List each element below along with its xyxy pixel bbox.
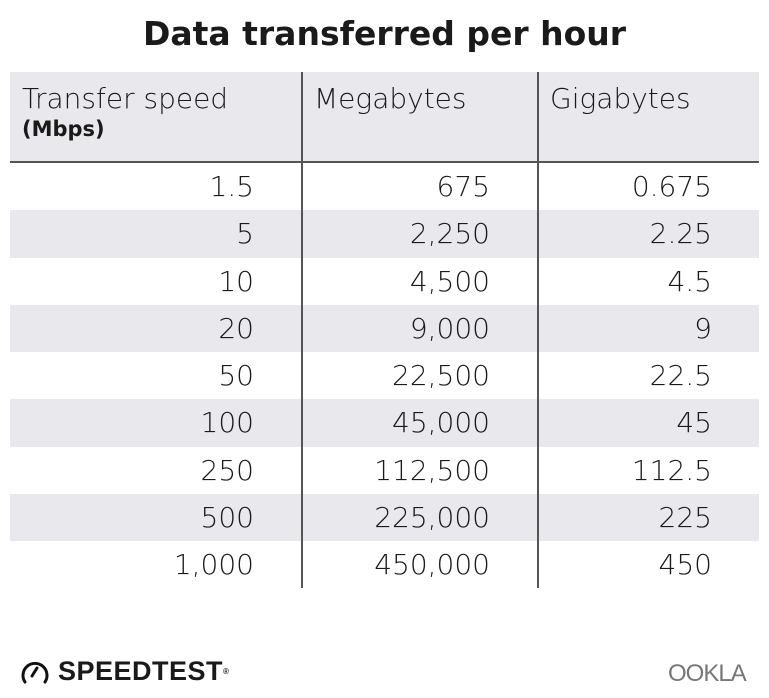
data-table: Transfer speed (Mbps) Megabytes Gigabyte… [10,72,759,589]
gigabytes-cell: 45 [676,406,712,440]
megabytes-cell: 225,000 [374,501,490,535]
speed-cell: 250 [200,453,254,487]
table-row: 1,000 450,000 450 [10,541,759,588]
header-unit: (Mbps) [22,117,105,141]
speed-cell: 10 [218,264,254,298]
megabytes-cell: 45,000 [392,406,490,440]
gigabytes-cell: 22.5 [649,359,712,393]
column-divider [301,72,303,588]
table-row: 1.5 675 0.675 [10,163,759,210]
ookla-logo: OOKLA [668,660,747,687]
speed-cell: 20 [218,311,254,345]
table-row: 50 22,500 22.5 [10,352,759,399]
header-label: Transfer speed [22,82,229,115]
table-row: 100 45,000 45 [10,399,759,447]
gigabytes-cell: 450 [658,548,712,582]
table-header: Transfer speed (Mbps) Megabytes Gigabyte… [10,72,759,163]
megabytes-cell: 2,250 [409,217,490,251]
speed-cell: 100 [200,406,254,440]
column-header-gigabytes: Gigabytes [550,82,691,115]
speedtest-wordmark: SPEEDTEST [58,656,224,686]
speed-cell: 1.5 [209,170,254,203]
megabytes-cell: 22,500 [392,359,490,393]
gigabytes-cell: 9 [694,311,712,345]
gigabytes-cell: 225 [658,501,712,535]
speed-cell: 500 [200,501,254,535]
megabytes-cell: 4,500 [409,264,490,298]
megabytes-cell: 675 [436,170,490,203]
megabytes-cell: 9,000 [409,311,490,345]
column-header-transfer-speed: Transfer speed (Mbps) [22,82,228,141]
column-divider [537,72,539,588]
megabytes-cell: 450,000 [374,548,490,582]
table-row: 250 112,500 112.5 [10,447,759,494]
speedometer-icon [21,661,49,683]
gigabytes-cell: 0.675 [631,170,712,203]
table-row: 5 2,250 2.25 [10,210,759,258]
gigabytes-cell: 112.5 [631,453,712,487]
speed-cell: 1,000 [173,548,254,582]
column-header-megabytes: Megabytes [314,82,467,115]
speed-cell: 5 [236,217,254,251]
chart-title: Data transferred per hour [142,14,627,53]
megabytes-cell: 112,500 [374,453,490,487]
table-row: 20 9,000 9 [10,304,759,353]
table-row: 10 4,500 4.5 [10,258,759,305]
speed-cell: 50 [218,359,254,393]
table-body: 1.5 675 0.675 5 2,250 2.25 10 4,500 4.5 20 9,000 9 5… [10,163,759,589]
table-row: 500 225,000 225 [10,494,759,542]
speedtest-logo: SPEEDTEST ® [20,656,229,687]
gigabytes-cell: 4.5 [667,264,712,298]
gigabytes-cell: 2.25 [649,217,712,251]
